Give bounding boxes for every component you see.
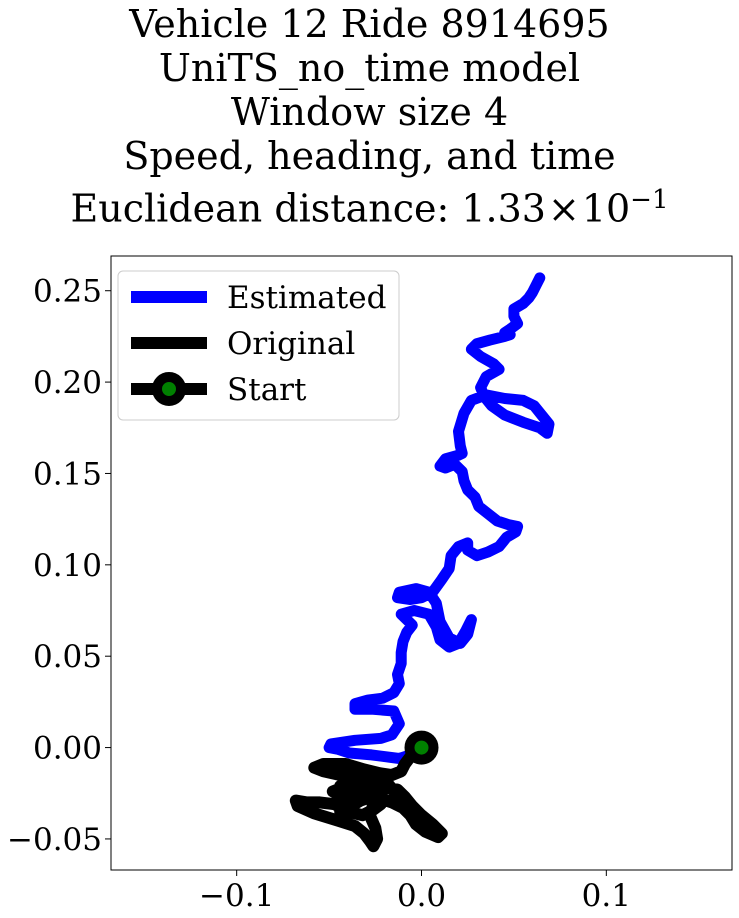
title-line-1: Vehicle 12 Ride 8914695 — [129, 2, 610, 46]
x-tick-label: 0.1 — [582, 878, 631, 914]
title-line-2: UniTS_no_time model — [158, 46, 581, 90]
y-tick-label: 0.05 — [33, 639, 102, 675]
title-distance-exp: −1 — [630, 185, 669, 215]
series-line-original — [289, 743, 448, 853]
title-distance-base: 10 — [581, 186, 631, 231]
title-line-5: Euclidean distance: 1.33×10−1 — [0, 178, 739, 231]
legend-label-original: Original — [227, 326, 355, 362]
legend-marker-start — [152, 372, 186, 406]
y-axis: −0.05 0.00 0.05 0.10 0.15 0.20 0.25 — [7, 274, 111, 858]
series-layer — [289, 272, 555, 853]
x-tick-label: 0.0 — [397, 878, 446, 914]
legend-label-start: Start — [227, 372, 307, 408]
title-distance-value: 1.33 — [461, 186, 546, 231]
y-tick-label: 0.25 — [33, 274, 102, 310]
chart-title: Vehicle 12 Ride 8914695 UniTS_no_time mo… — [0, 2, 739, 231]
y-tick-label: 0.20 — [33, 365, 102, 401]
legend-label-estimated: Estimated — [227, 280, 386, 316]
title-line-3: Window size 4 — [230, 90, 509, 134]
title-distance-times: × — [547, 186, 580, 231]
legend-frame — [117, 270, 400, 421]
start-marker — [404, 730, 439, 765]
x-tick-label: −0.1 — [199, 878, 274, 914]
series-line-estimated — [323, 272, 555, 764]
title-distance-prefix: Euclidean distance: — [70, 186, 462, 231]
title-line-4: Speed, heading, and time — [123, 134, 616, 178]
y-tick-label: 0.00 — [33, 731, 102, 767]
y-tick-label: 0.10 — [33, 548, 102, 584]
legend: Estimated Original Start — [117, 270, 400, 421]
y-tick-label: −0.05 — [7, 822, 102, 858]
y-tick-label: 0.15 — [33, 456, 102, 492]
x-axis: −0.1 0.0 0.1 — [199, 870, 631, 914]
